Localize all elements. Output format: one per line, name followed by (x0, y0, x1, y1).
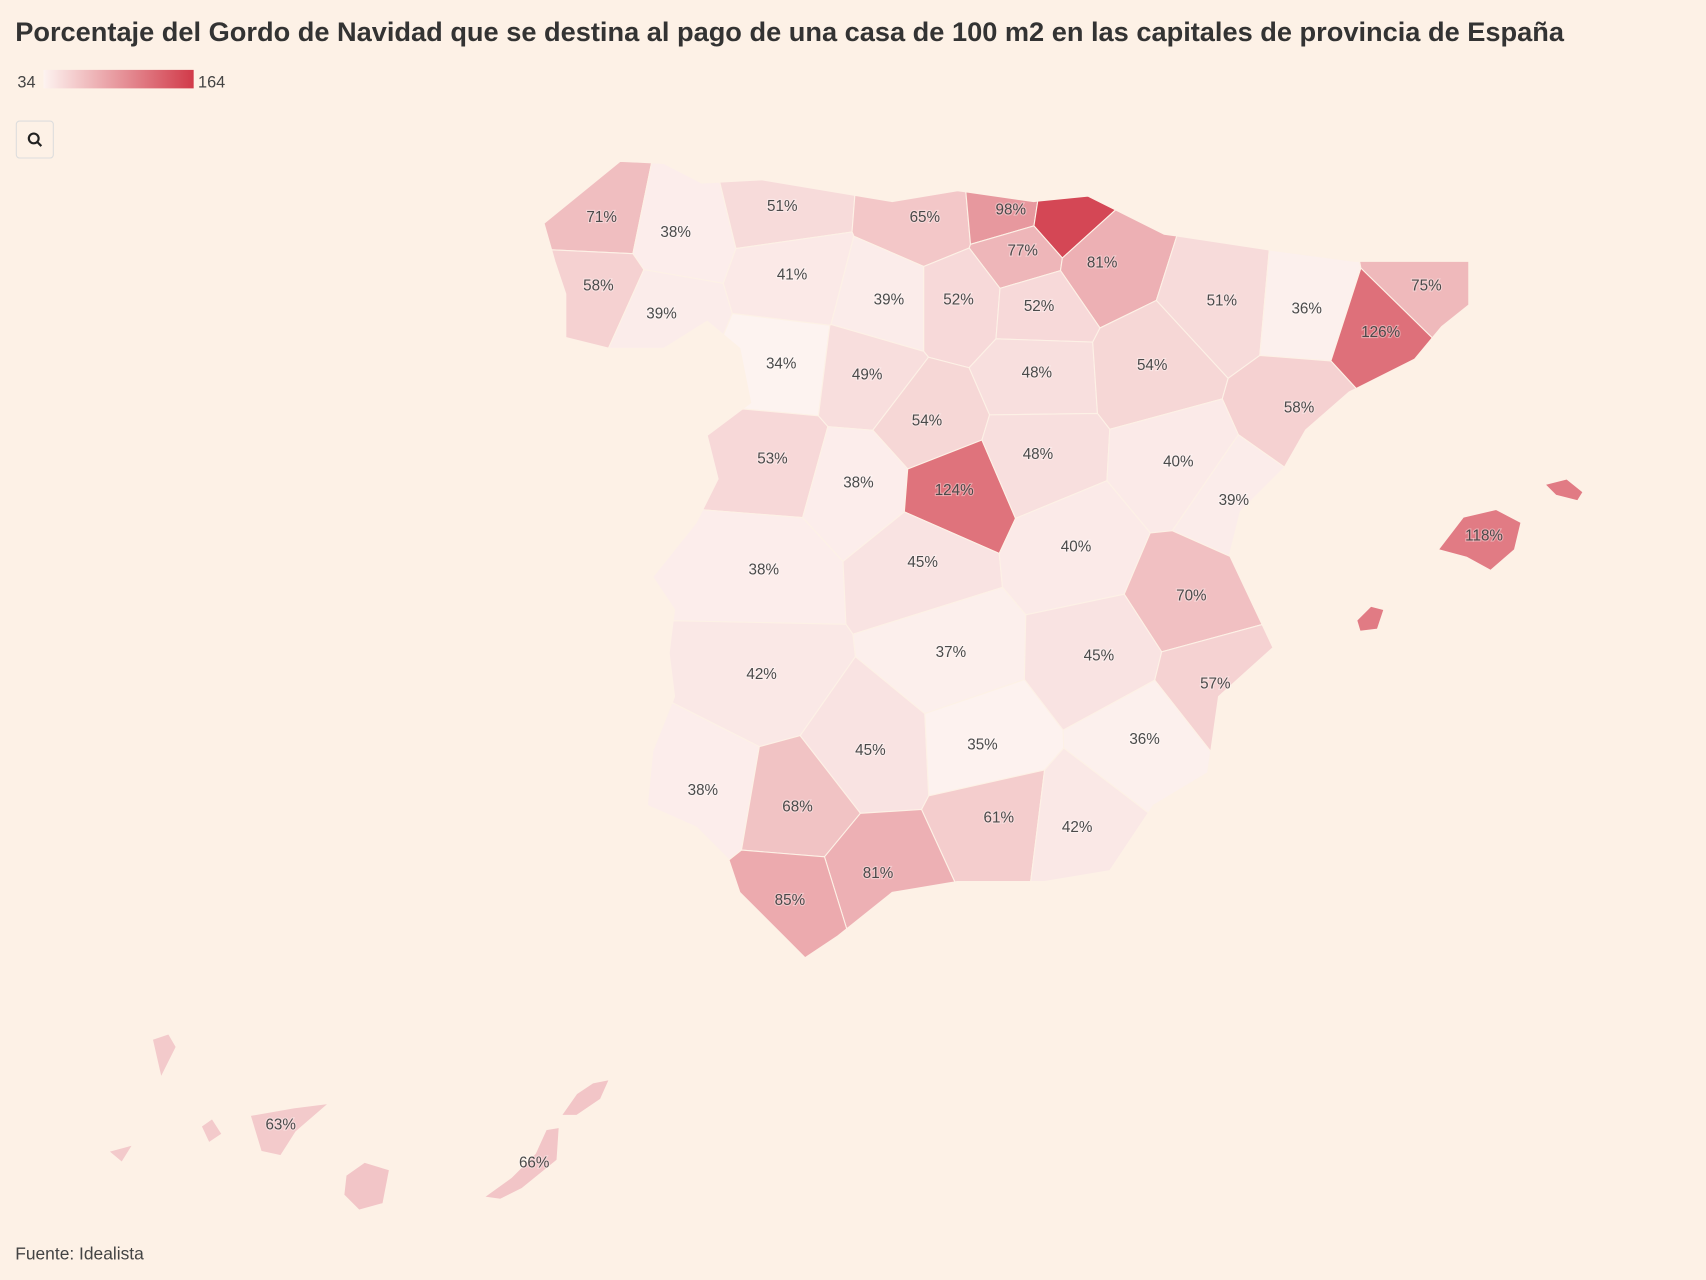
region (151, 1033, 177, 1079)
region (1030, 747, 1150, 883)
search-icon-handle (36, 141, 43, 147)
region-value-label: 98% (996, 201, 1026, 218)
region-value-label: 39% (646, 306, 676, 323)
region-value-label: 36% (1129, 731, 1159, 748)
region (728, 849, 848, 959)
chart-title: Porcentaje del Gordo de Navidad que se d… (15, 16, 1565, 47)
regions (107, 160, 1584, 1211)
region-value-label: 35% (967, 737, 997, 754)
region-value-label: 34% (766, 356, 796, 373)
region-value-label: 39% (1219, 492, 1249, 509)
region-value-label: 70% (1176, 587, 1206, 604)
region-value-label: 49% (852, 367, 882, 384)
source: Fuente: Idealista (15, 1243, 144, 1263)
search-button[interactable] (15, 120, 54, 159)
region-value-label: 81% (1087, 255, 1117, 272)
region-value-label: 54% (912, 412, 942, 429)
region-value-label: 51% (767, 198, 797, 215)
region-value-label: 118% (1465, 528, 1503, 545)
region-value-label: 37% (936, 644, 966, 661)
region-value-label: 65% (910, 209, 940, 226)
region-value-label: 45% (1084, 647, 1114, 664)
legend-max-label: 164 (198, 73, 225, 91)
region (560, 1078, 611, 1117)
region-value-label: 52% (943, 292, 973, 309)
region (1356, 605, 1385, 632)
region-value-label: 85% (775, 892, 805, 909)
search-button-box[interactable] (15, 120, 54, 159)
region-value-label: 77% (1007, 243, 1037, 260)
region-value-label: 40% (1061, 539, 1091, 556)
region-value-label: 40% (1163, 454, 1193, 471)
region (632, 162, 737, 284)
region-value-label: 58% (583, 277, 613, 294)
search-icon (27, 132, 40, 145)
region-value-label: 53% (757, 450, 787, 467)
region-value-label: 36% (1291, 300, 1321, 317)
region-value-label: 81% (863, 865, 893, 882)
region (107, 1143, 134, 1164)
region-value-label: 38% (688, 782, 718, 799)
region-value-label: 38% (749, 561, 779, 578)
region (343, 1161, 391, 1211)
region-value-label: 45% (855, 742, 885, 759)
region-value-label: 58% (1284, 399, 1314, 416)
region-value-label: 75% (1411, 277, 1441, 294)
region-labels: 71% 38% 51% 65% 98% 77% 81% 58% 39% 41% 39% 52% 52% 5… (264, 197, 1504, 1173)
region-value-label: 38% (660, 224, 690, 241)
legend-min-label: 34 (17, 73, 35, 91)
region-value-label: 126% (1361, 324, 1400, 341)
region (550, 249, 645, 349)
region-value-label: 51% (1207, 293, 1237, 310)
region-value-label: 48% (1023, 446, 1053, 463)
region-value-label: 39% (874, 292, 904, 309)
region (1437, 508, 1522, 572)
region-value-label: 66% (519, 1154, 549, 1171)
region (200, 1117, 223, 1144)
region-value-label: 124% (935, 482, 974, 499)
region-value-label: 42% (1062, 819, 1092, 836)
legend-gradient (43, 69, 194, 89)
region-value-label: 48% (1022, 364, 1052, 381)
region-value-label: 45% (907, 554, 937, 571)
region (249, 1102, 331, 1157)
region-value-label: 38% (843, 474, 873, 491)
region-value-label: 63% (265, 1116, 295, 1133)
region (1543, 478, 1584, 502)
region-value-label: 71% (586, 209, 616, 226)
region-value-label: 68% (782, 799, 812, 816)
region (482, 1126, 560, 1200)
region-value-label: 42% (746, 666, 776, 683)
region-value-label: 41% (777, 267, 807, 284)
region-value-label: 57% (1200, 676, 1230, 693)
region-value-label: 54% (1137, 357, 1167, 374)
region-value-label: 52% (1024, 298, 1054, 315)
region-value-label: 61% (984, 809, 1014, 826)
